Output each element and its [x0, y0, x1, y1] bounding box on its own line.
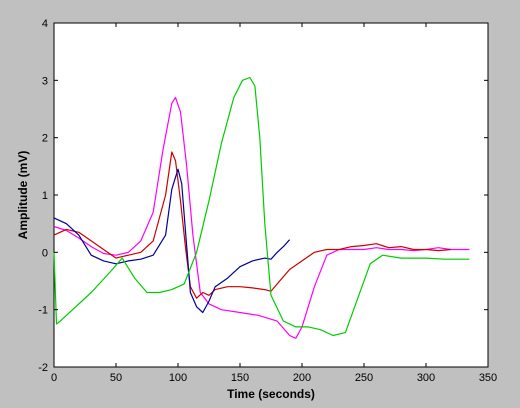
x-tick-label: 200: [293, 372, 311, 384]
y-tick-label: -2: [38, 362, 48, 374]
series-line-1: [53, 96, 470, 339]
x-tick-label: 350: [479, 372, 497, 384]
x-tick-label: 0: [51, 372, 57, 384]
y-tick-label: -1: [38, 305, 48, 317]
plot-area: [53, 22, 489, 368]
x-tick-label: 100: [169, 372, 187, 384]
y-tick-label: 4: [42, 18, 48, 30]
series-layer: [53, 76, 470, 339]
series-line-4: [53, 76, 470, 337]
y-tick-label: 1: [42, 190, 48, 202]
x-tick-label: 50: [110, 372, 122, 384]
y-tick-label: 3: [42, 75, 48, 87]
series-line-3: [53, 168, 291, 314]
x-tick-label: 250: [355, 372, 373, 384]
x-axis-label: Time (seconds): [227, 387, 315, 401]
y-tick-label: 2: [42, 133, 48, 145]
series-line-2: [53, 151, 451, 299]
y-axis-label: Amplitude (mV): [16, 151, 30, 240]
x-tick-label: 300: [417, 372, 435, 384]
axis-layer: 0 50 100 150 200 250 300 350 -2 -1 0 1 2 3 4: [38, 18, 497, 384]
y-tick-label: 0: [42, 247, 48, 259]
x-tick-label: 150: [231, 372, 249, 384]
